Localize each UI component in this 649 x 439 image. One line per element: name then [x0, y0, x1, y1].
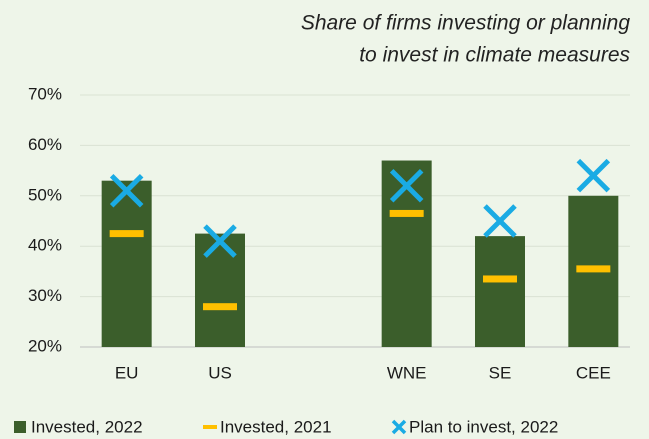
bar — [475, 236, 525, 347]
bar — [195, 233, 245, 347]
dash-marker — [483, 275, 517, 283]
chart-title: to invest in climate measures — [359, 44, 630, 67]
x-stroke — [203, 224, 237, 258]
plan-marker — [389, 168, 424, 203]
dash-marker — [203, 303, 237, 311]
x-stroke — [576, 158, 611, 193]
bar — [381, 160, 432, 347]
plan-marker — [109, 173, 144, 208]
legend-label: Plan to invest, 2022 — [409, 417, 558, 436]
y-tick-label: 30% — [28, 286, 62, 305]
plan-marker — [483, 204, 517, 238]
x-tick-label: EU — [115, 363, 139, 382]
x-stroke — [391, 419, 407, 435]
bar — [101, 180, 152, 347]
dash-marker — [109, 230, 144, 238]
x-tick-label: US — [208, 363, 232, 382]
plan-marker — [203, 224, 237, 258]
y-tick-label: 70% — [28, 84, 62, 103]
legend-swatch — [391, 419, 407, 435]
x-stroke — [389, 168, 424, 203]
legend-swatch — [203, 425, 217, 429]
y-tick-label: 50% — [28, 185, 62, 204]
y-tick-label: 60% — [28, 135, 62, 154]
x-tick-label: WNE — [387, 363, 427, 382]
chart-title: Share of firms investing or planning — [301, 12, 630, 35]
legend-label: Invested, 2022 — [31, 417, 143, 436]
x-stroke — [483, 204, 517, 238]
y-tick-label: 40% — [28, 236, 62, 255]
y-tick-label: 20% — [28, 336, 62, 355]
legend-label: Invested, 2021 — [220, 417, 332, 436]
dash-marker — [389, 209, 424, 217]
legend-swatch — [14, 421, 26, 433]
plan-marker — [576, 158, 611, 193]
x-tick-label: CEE — [576, 363, 611, 382]
x-stroke — [109, 173, 144, 208]
x-tick-label: SE — [489, 363, 512, 382]
dash-marker — [576, 265, 611, 273]
